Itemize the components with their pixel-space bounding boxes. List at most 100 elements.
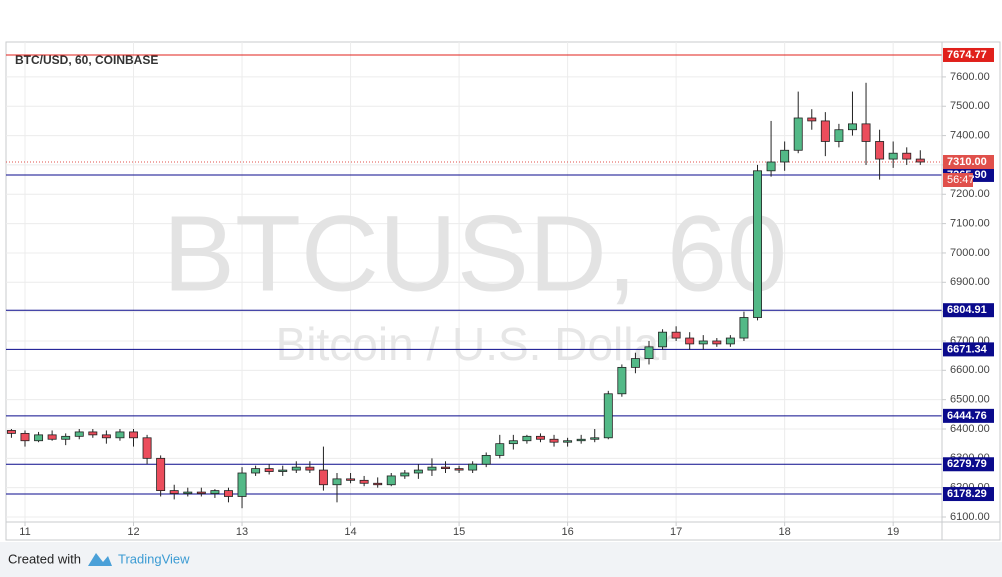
footer-brand: TradingView bbox=[118, 551, 190, 566]
candle-body bbox=[47, 434, 57, 440]
candle-body bbox=[305, 466, 315, 471]
candle-body bbox=[807, 117, 817, 122]
y-tick-label: 6100.00 bbox=[950, 511, 990, 523]
y-tick-label: 6400.00 bbox=[950, 423, 990, 435]
level-label: 6279.79 bbox=[947, 458, 987, 470]
candle-body bbox=[101, 434, 111, 439]
x-tick-label: 19 bbox=[887, 526, 899, 538]
candle-body bbox=[346, 478, 356, 481]
candle-body bbox=[210, 490, 220, 494]
candle-body bbox=[644, 346, 654, 359]
candle-body bbox=[223, 490, 233, 497]
candle-body bbox=[61, 435, 71, 440]
y-tick-label: 6600.00 bbox=[950, 364, 990, 376]
level-label-box bbox=[943, 408, 994, 423]
candle-body bbox=[590, 437, 600, 440]
candle-body bbox=[793, 117, 803, 151]
candle-body bbox=[698, 340, 708, 345]
candle-body bbox=[915, 158, 925, 163]
x-tick-label: 13 bbox=[236, 526, 248, 538]
candle-body bbox=[264, 468, 274, 472]
candle-body bbox=[861, 123, 871, 142]
candle-body bbox=[318, 469, 328, 486]
y-tick-label: 7500.00 bbox=[950, 100, 990, 112]
candle-body bbox=[549, 438, 559, 443]
level-label-box bbox=[943, 457, 994, 472]
candle-body bbox=[454, 468, 464, 471]
candle-body bbox=[766, 161, 776, 172]
candle-body bbox=[291, 466, 301, 471]
candle-body bbox=[902, 152, 912, 160]
candle-body bbox=[671, 331, 681, 339]
axes: 6100.006200.006300.006400.006500.006600.… bbox=[19, 47, 994, 538]
y-tick-label: 7400.00 bbox=[950, 130, 990, 142]
candle-body bbox=[658, 331, 668, 348]
tradingview-logo bbox=[88, 553, 112, 566]
candle-body bbox=[536, 435, 545, 440]
candle-body bbox=[630, 358, 640, 368]
footer-bar bbox=[0, 542, 1002, 577]
level-label-box bbox=[943, 487, 994, 502]
x-tick-label: 16 bbox=[561, 526, 573, 538]
x-tick-label: 12 bbox=[127, 526, 139, 538]
level-label: 6671.34 bbox=[947, 343, 988, 355]
candle-body bbox=[359, 479, 369, 484]
candle-body bbox=[74, 431, 84, 437]
candle-body bbox=[481, 454, 491, 465]
candle-body bbox=[20, 432, 30, 442]
y-tick-label: 6500.00 bbox=[950, 394, 990, 406]
countdown: 56:47 bbox=[947, 174, 975, 186]
candle-body bbox=[725, 337, 735, 345]
level-label: 6444.76 bbox=[947, 410, 987, 422]
candle-body bbox=[576, 438, 586, 442]
candle-body bbox=[115, 431, 125, 439]
candle-body bbox=[183, 491, 193, 494]
level-label: 6804.91 bbox=[947, 304, 987, 316]
candle-body bbox=[522, 435, 532, 442]
candle-body bbox=[617, 366, 627, 395]
candle-body bbox=[563, 440, 573, 443]
candle-body bbox=[129, 431, 138, 439]
candle-body bbox=[237, 472, 247, 497]
candle-body bbox=[753, 170, 762, 318]
x-tick-label: 14 bbox=[344, 526, 356, 538]
candle-body bbox=[495, 443, 505, 456]
candle-body bbox=[169, 490, 179, 494]
y-tick-label: 7200.00 bbox=[950, 188, 990, 200]
level-label-box bbox=[943, 303, 994, 318]
candle-body bbox=[875, 141, 885, 160]
candle-body bbox=[6, 430, 16, 434]
candle-body bbox=[196, 491, 206, 494]
candle-body bbox=[88, 431, 98, 436]
footer-text: Created with bbox=[8, 551, 81, 566]
candle-body bbox=[142, 437, 152, 459]
x-tick-label: 11 bbox=[19, 526, 30, 538]
y-tick-label: 7100.00 bbox=[950, 218, 990, 230]
x-tick-label: 15 bbox=[453, 526, 465, 538]
x-tick-label: 17 bbox=[670, 526, 682, 538]
level-label: 6178.29 bbox=[947, 488, 987, 500]
logo-icon bbox=[88, 553, 112, 566]
candle-body bbox=[400, 472, 410, 477]
y-tick-label: 6900.00 bbox=[950, 276, 990, 288]
countdown-box bbox=[943, 173, 973, 187]
candle-body bbox=[427, 466, 437, 471]
y-tick-label: 7000.00 bbox=[950, 247, 990, 259]
candle-body bbox=[251, 468, 261, 474]
level-label-box bbox=[943, 342, 994, 357]
x-tick-label: 18 bbox=[779, 526, 791, 538]
candle-body bbox=[739, 317, 749, 339]
candle-body bbox=[386, 475, 396, 486]
candle-body bbox=[685, 337, 695, 345]
watermark: BTCUSD, 60 bbox=[163, 193, 787, 314]
candle-body bbox=[34, 434, 44, 442]
candle-body bbox=[603, 393, 613, 439]
last-price-box bbox=[943, 155, 994, 169]
chart-title: BTC/USD, 60, COINBASE bbox=[15, 53, 158, 67]
candle-body bbox=[332, 478, 342, 486]
candle-body bbox=[820, 120, 830, 142]
candle-body bbox=[156, 457, 166, 492]
level-label: 7674.77 bbox=[947, 49, 987, 61]
candle-body bbox=[441, 466, 450, 470]
